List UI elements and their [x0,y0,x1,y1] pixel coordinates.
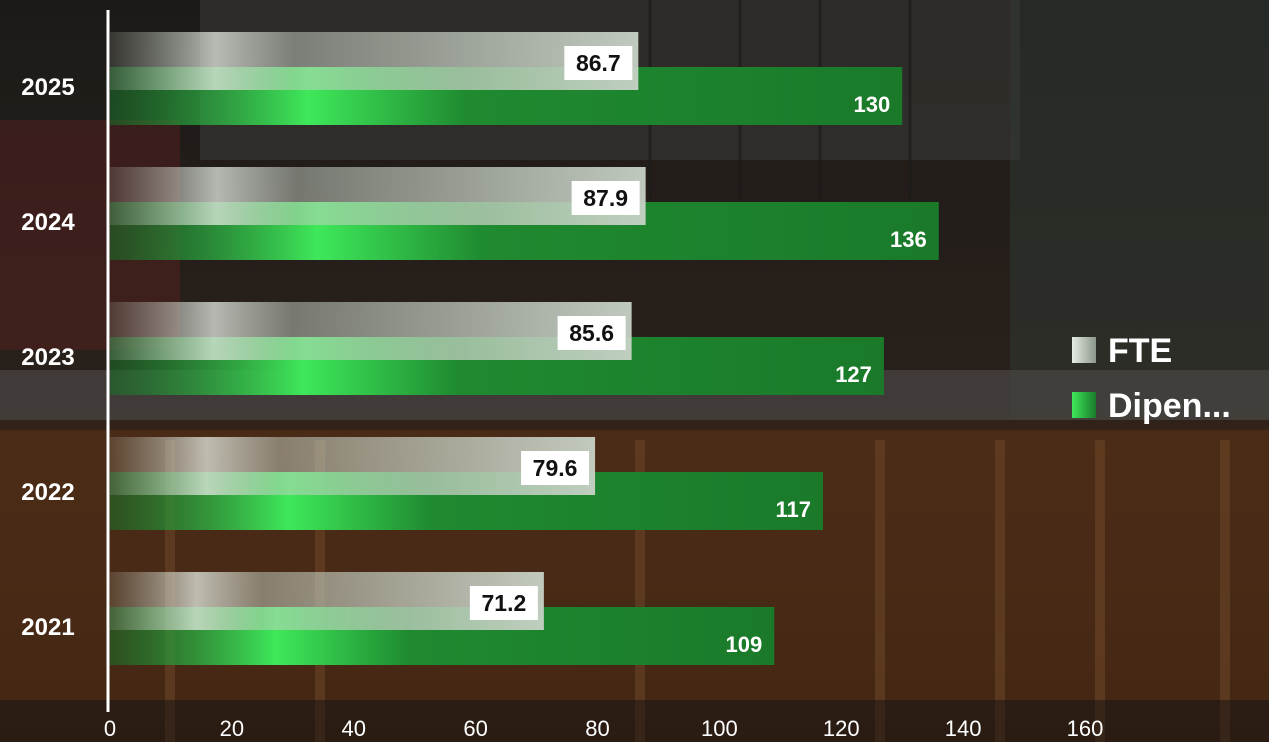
legend-label: FTE [1108,332,1172,370]
legend-swatch [1072,392,1096,418]
fte-data-label: 87.9 [583,185,628,211]
x-tick-label: 100 [701,716,738,741]
fte-label-box [564,46,633,80]
x-tick-label: 0 [104,716,116,741]
x-tick-label: 120 [823,716,860,741]
fte-label-box [469,586,538,620]
legend-label: Dipen... [1108,387,1231,425]
legend-swatch [1072,337,1096,363]
category-label: 2021 [21,614,74,641]
fte-data-label: 85.6 [569,320,614,346]
legend: FTE Dipen... [1072,332,1231,425]
category-label: 2023 [21,344,74,371]
x-axis-ticks: 0 20 40 60 80 100 120 140 160 [104,716,1103,741]
fte-label-box [571,181,640,215]
fte-data-label: 86.7 [576,50,621,76]
dipendenti-data-label: 109 [726,632,763,657]
fte-label-box [521,451,590,485]
bar-fte [110,32,639,90]
bar-fte [110,167,646,225]
category-label: 2025 [21,74,74,101]
bars-layer [110,32,939,665]
fte-data-label: 71.2 [481,590,526,616]
dipendenti-data-label: 130 [853,92,890,117]
x-tick-label: 40 [342,716,366,741]
fte-label-box [557,316,626,350]
x-tick-label: 140 [945,716,982,741]
x-tick-label: 20 [220,716,244,741]
category-label: 2024 [21,209,75,236]
x-tick-label: 80 [585,716,609,741]
bar-fte [110,302,632,360]
dipendenti-data-label: 127 [835,362,872,387]
category-labels: 2025 2024 2023 2022 2021 [21,74,75,641]
dipendenti-data-label: 117 [775,497,811,522]
category-label: 2022 [21,479,74,506]
dipendenti-data-label: 136 [890,227,927,252]
fte-data-label: 79.6 [533,455,578,481]
bar-fte [110,437,596,495]
x-tick-label: 160 [1067,716,1104,741]
data-labels: 86.7 130 87.9 136 85.6 127 79.6 117 71.2 109 [469,46,927,657]
x-tick-label: 60 [463,716,487,741]
